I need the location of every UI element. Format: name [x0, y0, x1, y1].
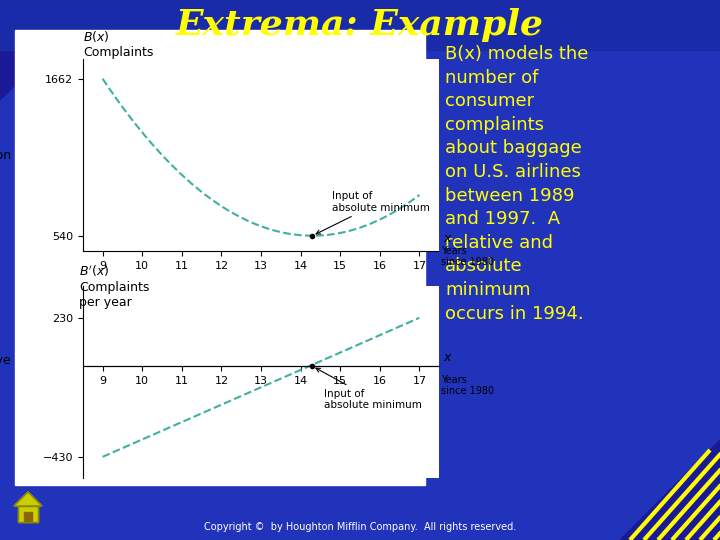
Text: $B'(x)$
Complaints
per year: $B'(x)$ Complaints per year: [79, 263, 150, 309]
Bar: [0, 0, 720, 50]
Text: Copyright ©  by Houghton Mifflin Company.  All rights reserved.: Copyright © by Houghton Mifflin Company.…: [204, 522, 516, 532]
Text: Derivative: Derivative: [0, 354, 12, 367]
Text: Input of
absolute minimum: Input of absolute minimum: [316, 368, 422, 410]
Text: B(x) models the
number of
consumer
complaints
about baggage
on U.S. airlines
bet: B(x) models the number of consumer compl…: [445, 45, 588, 322]
Polygon shape: [620, 440, 720, 540]
Text: Years
since 1980: Years since 1980: [441, 375, 495, 396]
Text: Years
since 1980: Years since 1980: [441, 246, 495, 267]
Bar: [24, 512, 32, 522]
Bar: [18, 506, 38, 522]
Bar: [18, 506, 38, 522]
Polygon shape: [0, 0, 100, 100]
Text: Function: Function: [0, 148, 12, 162]
Bar: [15, 30, 425, 485]
Text: $B(x)$
Complaints: $B(x)$ Complaints: [83, 29, 153, 59]
Polygon shape: [14, 492, 42, 506]
Text: Extrema: Example: Extrema: Example: [176, 8, 544, 42]
Text: $x$: $x$: [443, 351, 453, 364]
Text: Input of
absolute minimum: Input of absolute minimum: [316, 191, 430, 234]
Text: $x$: $x$: [443, 232, 453, 245]
